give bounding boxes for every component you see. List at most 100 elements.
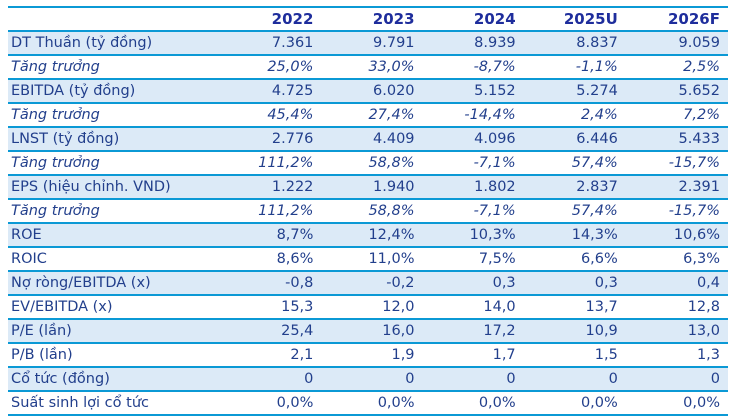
cell-value: 8,6%: [220, 247, 322, 272]
cell-value: 1,7: [422, 343, 524, 368]
cell-value: 9.059: [625, 31, 728, 56]
cell-value: 6.446: [523, 127, 626, 152]
cell-value: 0: [422, 367, 524, 392]
cell-value: 8.837: [523, 31, 626, 56]
cell-value: 2.776: [220, 127, 322, 152]
cell-value: 5.433: [625, 127, 728, 152]
cell-value: 0,0%: [523, 391, 626, 416]
cell-value: 6,6%: [523, 247, 626, 272]
cell-value: 111,2%: [220, 151, 322, 176]
header-row: 2022 2023 2024 2025U 2026F: [8, 6, 728, 32]
cell-value: 25,0%: [220, 55, 322, 80]
row-label: Nợ ròng/EBITDA (x): [8, 271, 221, 296]
table-row: Nợ ròng/EBITDA (x) -0,8 -0,2 0,3 0,3 0,4: [8, 271, 728, 296]
cell-value: 7,5%: [422, 247, 524, 272]
cell-value: -14,4%: [422, 103, 524, 128]
cell-value: 5.152: [422, 79, 524, 104]
row-label: Cổ tức (đồng): [8, 367, 221, 392]
cell-value: 45,4%: [220, 103, 322, 128]
cell-value: 6.020: [321, 79, 423, 104]
cell-value: 14,0: [422, 295, 524, 320]
cell-value: 4.725: [220, 79, 322, 104]
row-label: Tăng trưởng: [8, 199, 221, 224]
cell-value: 2,1: [220, 343, 322, 368]
row-label: ROE: [8, 223, 221, 248]
header-cell-2022: 2022: [220, 6, 322, 32]
row-label: P/E (lần): [8, 319, 221, 344]
cell-value: 8.939: [422, 31, 524, 56]
cell-value: 58,8%: [321, 151, 423, 176]
cell-value: 111,2%: [220, 199, 322, 224]
row-label: Tăng trưởng: [8, 103, 221, 128]
cell-value: 10,3%: [422, 223, 524, 248]
cell-value: 1,9: [321, 343, 423, 368]
cell-value: 5.652: [625, 79, 728, 104]
cell-value: 2.837: [523, 175, 626, 200]
cell-value: 17,2: [422, 319, 524, 344]
cell-value: 57,4%: [523, 151, 626, 176]
row-label: EV/EBITDA (x): [8, 295, 221, 320]
row-label: EBITDA (tỷ đồng): [8, 79, 221, 104]
table-row: Tăng trưởng 45,4% 27,4% -14,4% 2,4% 7,2%: [8, 103, 728, 128]
table-row: LNST (tỷ đồng) 2.776 4.409 4.096 6.446 5.433: [8, 127, 728, 152]
cell-value: 1.222: [220, 175, 322, 200]
cell-value: -1,1%: [523, 55, 626, 80]
cell-value: 9.791: [321, 31, 423, 56]
cell-value: -15,7%: [625, 151, 728, 176]
cell-value: 13,7: [523, 295, 626, 320]
cell-value: 2,5%: [625, 55, 728, 80]
cell-value: 6,3%: [625, 247, 728, 272]
table-row: EPS (hiệu chỉnh. VND) 1.222 1.940 1.802 2.83…: [8, 175, 728, 200]
cell-value: 1.940: [321, 175, 423, 200]
table-row: P/B (lần) 2,1 1,9 1,7 1,5 1,3: [8, 343, 728, 368]
cell-value: 7.361: [220, 31, 322, 56]
cell-value: 0,4: [625, 271, 728, 296]
table-row: EV/EBITDA (x) 15,3 12,0 14,0 13,7 12,8: [8, 295, 728, 320]
cell-value: 58,8%: [321, 199, 423, 224]
cell-value: 11,0%: [321, 247, 423, 272]
cell-value: 1,5: [523, 343, 626, 368]
cell-value: 5.274: [523, 79, 626, 104]
table-row: ROE 8,7% 12,4% 10,3% 14,3% 10,6%: [8, 223, 728, 248]
cell-value: -8,7%: [422, 55, 524, 80]
cell-value: -7,1%: [422, 151, 524, 176]
header-cell-2025u: 2025U: [523, 6, 626, 32]
financial-summary-table: 2022 2023 2024 2025U 2026F DT Thuần (tỷ …: [8, 6, 728, 416]
table-row: Tăng trưởng 25,0% 33,0% -8,7% -1,1% 2,5%: [8, 55, 728, 80]
row-label: P/B (lần): [8, 343, 221, 368]
cell-value: 1.802: [422, 175, 524, 200]
cell-value: 2,4%: [523, 103, 626, 128]
table-row: P/E (lần) 25,4 16,0 17,2 10,9 13,0: [8, 319, 728, 344]
cell-value: 12,8: [625, 295, 728, 320]
cell-value: 33,0%: [321, 55, 423, 80]
cell-value: 27,4%: [321, 103, 423, 128]
cell-value: 0: [321, 367, 423, 392]
cell-value: 0,0%: [422, 391, 524, 416]
cell-value: 4.096: [422, 127, 524, 152]
table-body: DT Thuần (tỷ đồng) 7.361 9.791 8.939 8.837 9.…: [8, 31, 728, 416]
row-label: Tăng trưởng: [8, 55, 221, 80]
cell-value: 0: [220, 367, 322, 392]
cell-value: -0,2: [321, 271, 423, 296]
table-row: EBITDA (tỷ đồng) 4.725 6.020 5.152 5.274 5.65…: [8, 79, 728, 104]
cell-value: 12,4%: [321, 223, 423, 248]
table-row: Tăng trưởng 111,2% 58,8% -7,1% 57,4% -15,7%: [8, 199, 728, 224]
cell-value: 0: [523, 367, 626, 392]
table-row: Suất sinh lợi cổ tức 0,0% 0,0% 0,0% 0,0% 0,0%: [8, 391, 728, 416]
table-row: ROIC 8,6% 11,0% 7,5% 6,6% 6,3%: [8, 247, 728, 272]
row-label: Tăng trưởng: [8, 151, 221, 176]
cell-value: -7,1%: [422, 199, 524, 224]
header-cell-2024: 2024: [422, 6, 524, 32]
header-cell-2023: 2023: [321, 6, 423, 32]
table-row: Tăng trưởng 111,2% 58,8% -7,1% 57,4% -15,7%: [8, 151, 728, 176]
header-cell-metric: [8, 6, 221, 32]
cell-value: 13,0: [625, 319, 728, 344]
cell-value: 57,4%: [523, 199, 626, 224]
row-label: Suất sinh lợi cổ tức: [8, 391, 221, 416]
row-label: EPS (hiệu chỉnh. VND): [8, 175, 221, 200]
cell-value: 12,0: [321, 295, 423, 320]
cell-value: 2.391: [625, 175, 728, 200]
cell-value: 0,0%: [220, 391, 322, 416]
row-label: LNST (tỷ đồng): [8, 127, 221, 152]
